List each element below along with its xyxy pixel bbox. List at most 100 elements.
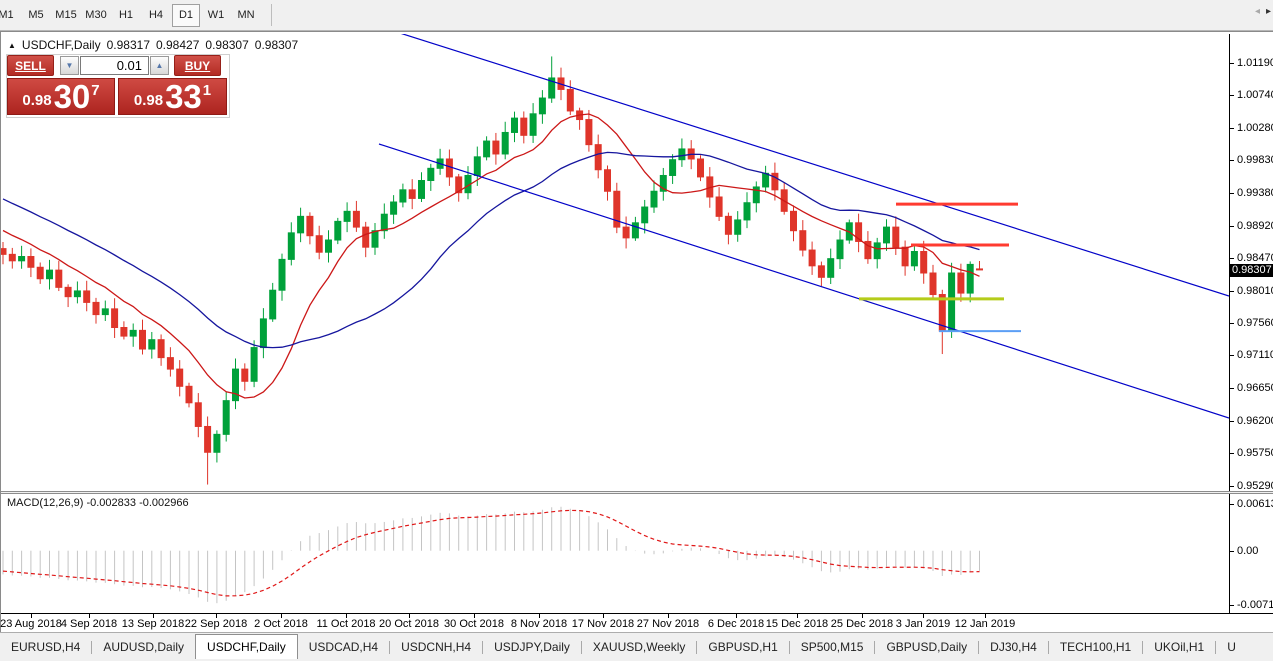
time-tick <box>923 614 924 618</box>
sell-price-big: 30 <box>53 78 91 116</box>
chart-header: ▲ USDCHF,Daily 0.98317 0.98427 0.98307 0… <box>8 38 298 52</box>
macd-tick <box>1230 504 1234 506</box>
tab-scroll-left-icon[interactable]: ◂ <box>1254 6 1260 17</box>
time-tick-label: 25 Dec 2018 <box>830 618 894 630</box>
tab-separator <box>91 640 93 654</box>
price-chart-canvas[interactable] <box>1 34 1229 491</box>
buy-price-prefix: 0.98 <box>133 92 164 109</box>
price-tick-label: 0.95290 <box>1237 479 1273 492</box>
time-tick <box>153 614 154 618</box>
chart-tab-eurusd-h4[interactable]: EURUSD,H4 <box>11 640 81 654</box>
timeframe-button-h4[interactable]: H4 <box>148 9 164 21</box>
timeframe-button-m15[interactable]: M15 <box>55 9 77 21</box>
buy-button[interactable]: BUY <box>174 55 221 76</box>
chart-tab-sp500-m15[interactable]: SP500,M15 <box>800 640 864 654</box>
time-tick <box>216 614 217 618</box>
timeframe-button-m1[interactable]: M1 <box>0 9 14 21</box>
price-tick <box>1230 355 1234 357</box>
panel-divider[interactable] <box>1 491 1273 494</box>
lot-increase-button[interactable]: ▲ <box>150 56 169 75</box>
sell-button[interactable]: SELL <box>7 55 54 76</box>
chart-window[interactable]: 1.01190 1.00740 1.00280 0.99830 0.99380 0.989… <box>0 31 1273 632</box>
chart-tab-gbpusd-daily[interactable]: GBPUSD,Daily <box>886 640 968 654</box>
chart-tab-bar: EURUSD,H4 AUDUSD,Daily USDCHF,Daily USDCAD,… <box>0 632 1273 661</box>
price-tick-label: 1.01190 <box>1237 56 1273 69</box>
triangle-down-icon: ▼ <box>65 61 74 70</box>
chart-tab-usdjpy-daily[interactable]: USDJPY,Daily <box>494 640 570 654</box>
macd-tick <box>1230 605 1234 607</box>
time-tick <box>409 614 410 618</box>
tab-separator <box>389 640 391 654</box>
tab-separator <box>482 640 484 654</box>
timeframe-button-mn[interactable]: MN <box>237 9 255 21</box>
price-tick-label: 0.96650 <box>1237 382 1273 395</box>
time-tick-label: 15 Dec 2018 <box>765 618 829 630</box>
time-tick-label: 20 Oct 2018 <box>379 618 439 630</box>
time-tick <box>474 614 475 618</box>
channel-upper <box>400 34 1229 297</box>
time-tick <box>862 614 863 618</box>
macd-histogram <box>2 506 980 604</box>
timeframe-button-m5[interactable]: M5 <box>28 9 44 21</box>
timeframe-button-m30[interactable]: M30 <box>85 9 107 21</box>
time-tick <box>89 614 90 618</box>
time-tick <box>603 614 604 618</box>
tab-separator <box>696 640 698 654</box>
time-tick-label: 22 Sep 2018 <box>184 618 248 630</box>
time-tick-label: 23 Aug 2018 <box>0 618 62 630</box>
tab-scroll-right-icon[interactable]: ▸ <box>1265 6 1271 17</box>
macd-canvas[interactable] <box>1 494 1229 613</box>
macd-tick-label: -0.007142 <box>1237 599 1273 612</box>
chart-tab-usdchf-daily[interactable]: USDCHF,Daily <box>195 633 298 659</box>
lot-size-input[interactable] <box>80 56 149 75</box>
chart-tab-ukoil-h1[interactable]: UKOil,H1 <box>1154 640 1205 654</box>
buy-price-big: 33 <box>165 78 202 116</box>
sell-price-display[interactable]: 0.98 30 7 <box>7 78 115 115</box>
symbol-title: USDCHF,Daily <box>21 38 101 52</box>
time-tick-label: 3 Jan 2019 <box>895 618 951 630</box>
time-tick <box>985 614 986 618</box>
chart-tab-xauusd-weekly[interactable]: XAUUSD,Weekly <box>592 640 686 654</box>
sell-price-sup: 7 <box>91 82 100 99</box>
price-tick <box>1230 388 1234 390</box>
price-tick <box>1230 128 1234 130</box>
chart-tab-gbpusd-h1[interactable]: GBPUSD,H1 <box>708 640 778 654</box>
macd-axis: 0.006137 0.00 -0.007142 <box>1229 494 1273 613</box>
timeframe-button-h1[interactable]: H1 <box>118 9 134 21</box>
price-tick-label: 0.99830 <box>1237 154 1273 167</box>
chart-tab-tech100-h1[interactable]: TECH100,H1 <box>1059 640 1132 654</box>
time-tick <box>31 614 32 618</box>
price-tick-label: 0.98010 <box>1237 284 1273 297</box>
price-tick <box>1230 323 1234 325</box>
timeframe-button-d1[interactable]: D1 <box>172 3 200 27</box>
timeframe-toolbar: M1 M5 M15 M30 H1 H4 D1 W1 MN <box>0 0 1273 31</box>
price-tick <box>1230 62 1234 64</box>
chart-tab-dj30-h4[interactable]: DJ30,H4 <box>990 640 1037 654</box>
price-tick <box>1230 225 1234 227</box>
price-tick-label: 0.99380 <box>1237 186 1273 199</box>
time-axis: 23 Aug 2018 4 Sep 2018 13 Sep 2018 22 Sep 2… <box>0 613 1273 634</box>
sell-price-prefix: 0.98 <box>22 92 52 109</box>
collapse-triangle-icon[interactable]: ▲ <box>8 40 16 50</box>
price-tick <box>1230 95 1234 97</box>
macd-tick-label: 0.006137 <box>1237 498 1273 511</box>
timeframe-button-w1[interactable]: W1 <box>207 9 225 21</box>
ohlc-high: 0.98427 <box>156 38 200 52</box>
tab-separator <box>874 640 876 654</box>
macd-tick-label: 0.00 <box>1237 544 1259 557</box>
chart-tab-usdcnh-h4[interactable]: USDCNH,H4 <box>401 640 472 654</box>
price-tick <box>1230 160 1234 162</box>
time-tick-label: 27 Nov 2018 <box>636 618 700 630</box>
chart-tab-overflow[interactable]: U <box>1227 640 1236 654</box>
chart-tab-usdcad-h4[interactable]: USDCAD,H4 <box>308 640 379 654</box>
ma-fast-line <box>2 113 980 399</box>
tab-scroll-arrows: ◂ ▸ <box>1250 6 1271 17</box>
ma-slow-line <box>2 151 980 349</box>
buy-price-display[interactable]: 0.98 33 1 <box>118 78 227 115</box>
price-tick-label: 1.00280 <box>1237 122 1273 135</box>
ohlc-close: 0.98307 <box>254 38 299 52</box>
chart-tab-audusd-daily[interactable]: AUDUSD,Daily <box>103 640 185 654</box>
lot-decrease-button[interactable]: ▼ <box>60 56 79 75</box>
tab-separator <box>978 640 980 654</box>
tab-separator <box>788 640 790 654</box>
